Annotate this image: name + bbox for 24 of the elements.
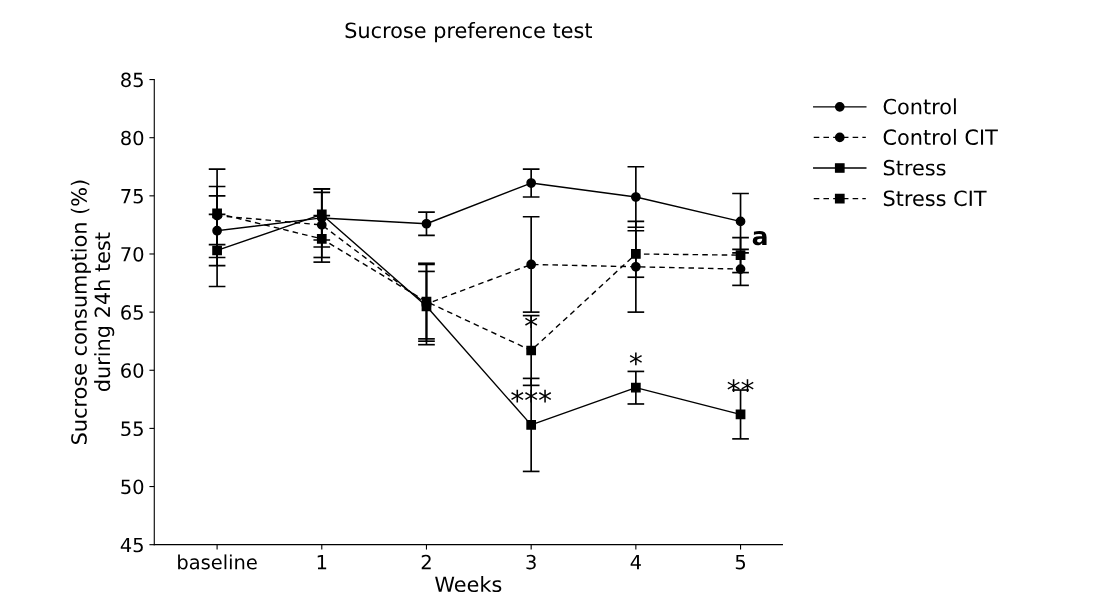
y-tick-label: 80 — [121, 130, 144, 146]
annotation: * — [629, 352, 642, 366]
legend-label: Stress CIT — [883, 190, 987, 207]
y-tick-label: 60 — [121, 363, 144, 378]
y-tick-label: 85 — [121, 72, 143, 88]
y-axis-title: Sucrose consumption (%) during 24h test — [70, 180, 115, 445]
x-tick-label: 1 — [317, 555, 327, 570]
annotation: a — [752, 230, 767, 246]
x-tick-label: 4 — [630, 555, 641, 570]
chart-title: Sucrose preference test — [345, 22, 593, 43]
legend-label: Control — [883, 98, 956, 115]
x-tick-label: baseline — [178, 554, 257, 570]
x-tick-label: 2 — [421, 554, 431, 570]
x-tick-label: 3 — [526, 554, 536, 570]
y-tick-label: 75 — [121, 189, 143, 204]
y-tick-label: 55 — [121, 421, 143, 437]
y-tick-label: 50 — [121, 479, 144, 495]
y-tick-label: 65 — [121, 305, 143, 320]
y-tick-label: 70 — [121, 246, 144, 262]
y-tick-label: 45 — [120, 537, 143, 553]
x-tick-label: 5 — [735, 555, 746, 570]
legend-label: Stress — [883, 159, 946, 176]
legend-label: Control CIT — [883, 128, 998, 146]
x-axis-title: Weeks — [435, 576, 502, 593]
